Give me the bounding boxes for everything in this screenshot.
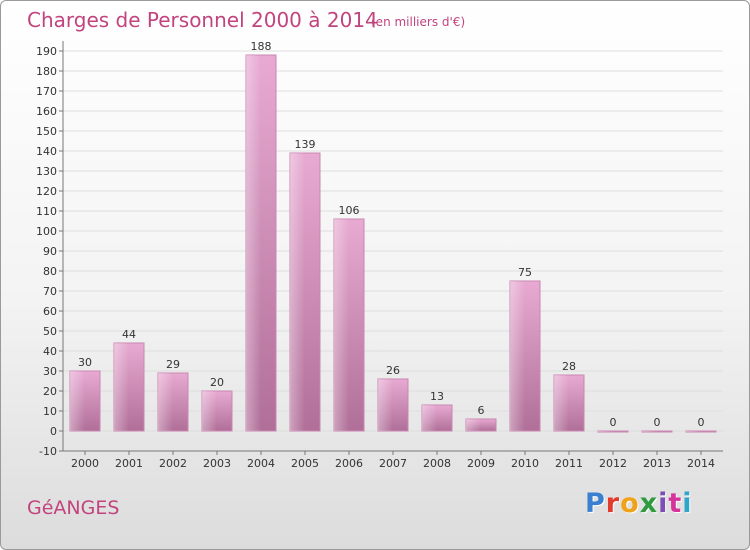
data-label-2002: 29 — [166, 358, 180, 371]
x-tick-label: 2005 — [291, 457, 319, 470]
data-label-2012: 0 — [610, 416, 617, 429]
x-tick-label: 2011 — [555, 457, 583, 470]
data-label-2007: 26 — [386, 364, 400, 377]
y-tick-label: 10 — [43, 405, 57, 418]
data-label-2006: 106 — [339, 204, 360, 217]
data-label-2011: 28 — [562, 360, 576, 373]
chart-subtitle: (en milliers d'€) — [371, 15, 466, 29]
x-tick-label: 2001 — [115, 457, 143, 470]
data-label-2004: 188 — [251, 40, 272, 53]
data-labels: 30 44 29 20 188 139 106 26 13 6 75 28 0 0 0 — [78, 40, 705, 429]
bar-highlight — [598, 431, 613, 432]
data-label-2008: 13 — [430, 390, 444, 403]
bar-highlight — [246, 55, 261, 431]
y-tick-label: 110 — [36, 205, 57, 218]
bar-highlight — [378, 379, 393, 431]
y-tick-label: 120 — [36, 185, 57, 198]
y-tick-label: 60 — [43, 305, 57, 318]
y-tick-label: 130 — [36, 165, 57, 178]
y-tick-label: 80 — [43, 265, 57, 278]
data-label-2014: 0 — [698, 416, 705, 429]
y-tick-label: 90 — [43, 245, 57, 258]
x-tick-label: 2014 — [687, 457, 715, 470]
y-tick-label: 20 — [43, 385, 57, 398]
bar-highlight — [70, 371, 85, 431]
y-tick-label: 140 — [36, 145, 57, 158]
y-tick-label: -10 — [39, 445, 57, 458]
bar-highlight — [642, 431, 657, 432]
commune-name: GéANGES — [27, 497, 120, 519]
bar-highlight — [158, 373, 173, 431]
y-tick-label: 40 — [43, 345, 57, 358]
y-tick-label: 0 — [50, 425, 57, 438]
x-tick-label: 2013 — [643, 457, 671, 470]
x-tick-label: 2012 — [599, 457, 627, 470]
y-tick-labels: -10 0 10 20 30 40 50 60 70 80 90 100 110 120 130 140 150… — [36, 45, 57, 458]
proxiti-logo: Proxiti — [585, 488, 693, 519]
data-label-2001: 44 — [122, 328, 136, 341]
x-tick-label: 2003 — [203, 457, 231, 470]
logo-letter: P — [585, 488, 606, 519]
y-tick-label: 50 — [43, 325, 57, 338]
bar-highlight — [510, 281, 525, 431]
x-tick-label: 2008 — [423, 457, 451, 470]
chart-title: Charges de Personnel 2000 à 2014 — [27, 8, 378, 32]
bar-highlight — [554, 375, 569, 431]
data-label-2003: 20 — [210, 376, 224, 389]
x-tick-label: 2004 — [247, 457, 275, 470]
logo-letter: t — [668, 488, 683, 519]
y-tick-label: 190 — [36, 45, 57, 58]
y-tick-label: 160 — [36, 105, 57, 118]
x-tick-label: 2002 — [159, 457, 187, 470]
data-label-2013: 0 — [654, 416, 661, 429]
logo-letter: i — [682, 488, 693, 519]
logo-letter: x — [639, 488, 659, 519]
x-tick-label: 2007 — [379, 457, 407, 470]
logo-letter: r — [605, 488, 621, 519]
bar-highlight — [202, 391, 217, 431]
bar-highlight — [466, 419, 481, 431]
logo-letter: o — [620, 488, 640, 519]
data-label-2009: 6 — [478, 404, 485, 417]
y-tick-label: 30 — [43, 365, 57, 378]
y-tick-label: 170 — [36, 85, 57, 98]
data-label-2000: 30 — [78, 356, 92, 369]
bar-highlight — [114, 343, 129, 431]
y-tick-label: 150 — [36, 125, 57, 138]
x-tick-label: 2009 — [467, 457, 495, 470]
bar-highlight — [686, 431, 701, 432]
y-tick-label: 100 — [36, 225, 57, 238]
bar-highlight — [422, 405, 437, 431]
data-label-2005: 139 — [295, 138, 316, 151]
x-tick-labels: 2000 2001 2002 2003 2004 2005 2006 2007 2008 2009… — [71, 451, 715, 470]
bar-highlight — [290, 153, 305, 431]
x-tick-label: 2000 — [71, 457, 99, 470]
y-tick-label: 70 — [43, 285, 57, 298]
bars — [69, 54, 717, 433]
x-tick-label: 2010 — [511, 457, 539, 470]
bar-highlight — [334, 219, 349, 431]
data-label-2010: 75 — [518, 266, 532, 279]
y-tick-label: 180 — [36, 65, 57, 78]
logo-letter: i — [658, 488, 669, 519]
x-tick-label: 2006 — [335, 457, 363, 470]
